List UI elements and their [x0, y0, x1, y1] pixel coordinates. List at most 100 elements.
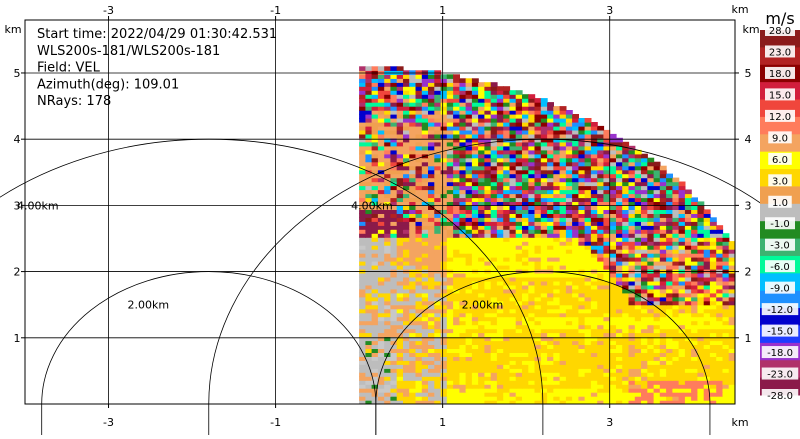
velocity-cell — [678, 308, 686, 314]
velocity-cell — [709, 257, 717, 262]
velocity-cell — [496, 137, 504, 143]
velocity-cell — [603, 316, 611, 322]
velocity-cell — [678, 272, 686, 278]
velocity-cell — [609, 245, 617, 250]
velocity-cell — [590, 276, 598, 282]
velocity-cell — [496, 114, 504, 119]
velocity-cell — [572, 253, 579, 258]
velocity-cell — [691, 288, 698, 294]
velocity-cell — [484, 225, 492, 230]
velocity-cell — [490, 352, 498, 357]
velocity-cell — [496, 261, 504, 266]
velocity-cell — [415, 157, 423, 163]
velocity-cell — [634, 265, 642, 270]
velocity-cell — [440, 237, 448, 242]
velocity-cell — [446, 368, 454, 373]
velocity-cell — [396, 272, 404, 278]
velocity-cell — [547, 316, 554, 322]
velocity-cell — [428, 261, 435, 266]
velocity-cell — [578, 360, 586, 365]
velocity-cell — [572, 193, 579, 199]
velocity-cell — [515, 90, 523, 95]
velocity-cell — [678, 400, 686, 404]
velocity-cell — [728, 328, 735, 334]
velocity-cell — [496, 320, 504, 326]
velocity-cell — [434, 384, 442, 389]
velocity-cell — [622, 340, 630, 345]
velocity-cell — [553, 213, 561, 218]
velocity-cell — [559, 133, 567, 139]
velocity-cell — [691, 197, 698, 202]
velocity-cell — [522, 137, 529, 143]
velocity-cell — [584, 372, 592, 377]
velocity-cell — [453, 213, 460, 218]
velocity-cell — [590, 157, 598, 163]
velocity-cell — [597, 308, 605, 314]
velocity-cell — [603, 288, 611, 294]
velocity-cell — [565, 157, 573, 163]
velocity-cell — [709, 245, 717, 250]
velocity-cell — [459, 249, 467, 254]
velocity-cell — [446, 225, 454, 230]
velocity-cell — [359, 141, 366, 147]
velocity-cell — [540, 141, 548, 147]
velocity-cell — [622, 336, 630, 342]
velocity-cell — [540, 193, 548, 199]
velocity-cell — [553, 296, 561, 302]
velocity-cell — [522, 376, 529, 381]
velocity-cell — [578, 233, 586, 238]
velocity-cell — [396, 288, 404, 294]
velocity-cell — [421, 400, 429, 404]
velocity-cell — [403, 118, 410, 123]
velocity-cell — [396, 86, 404, 91]
velocity-cell — [634, 332, 642, 338]
velocity-cell — [628, 316, 636, 322]
velocity-cell — [590, 233, 598, 238]
velocity-cell — [409, 149, 417, 155]
velocity-cell — [465, 344, 473, 349]
velocity-cell — [578, 372, 586, 377]
velocity-cell — [722, 360, 730, 365]
velocity-cell — [421, 213, 429, 218]
velocity-cell — [597, 181, 605, 187]
velocity-cell — [428, 249, 435, 254]
velocity-cell — [428, 90, 435, 95]
velocity-cell — [440, 221, 448, 226]
velocity-cell — [459, 209, 467, 214]
velocity-cell — [428, 141, 435, 147]
velocity-cell — [735, 400, 742, 405]
velocity-cell — [622, 320, 630, 326]
velocity-cell — [415, 90, 423, 95]
velocity-cell — [415, 82, 423, 87]
velocity-cell — [653, 181, 661, 187]
velocity-cell — [371, 229, 379, 234]
velocity-cell — [446, 253, 454, 258]
velocity-cell — [659, 400, 667, 404]
velocity-cell — [396, 217, 404, 222]
velocity-cell — [709, 292, 717, 298]
velocity-cell — [578, 332, 586, 338]
velocity-cell — [484, 122, 492, 127]
velocity-cell — [522, 165, 529, 171]
velocity-cell — [403, 181, 410, 187]
velocity-cell — [359, 165, 366, 171]
velocity-cell — [634, 209, 642, 214]
velocity-cell — [421, 272, 429, 278]
velocity-cell — [641, 308, 648, 314]
velocity-cell — [666, 209, 673, 214]
velocity-cell — [503, 284, 511, 290]
velocity-cell — [609, 185, 617, 191]
velocity-cell — [540, 392, 548, 397]
velocity-cell — [453, 332, 460, 338]
velocity-cell — [421, 78, 429, 83]
velocity-cell — [490, 261, 498, 266]
velocity-cell — [547, 388, 554, 393]
velocity-cell — [684, 360, 692, 365]
velocity-cell — [365, 332, 373, 338]
velocity-cell — [728, 384, 735, 389]
velocity-cell — [428, 118, 435, 123]
velocity-cell — [528, 106, 536, 111]
velocity-cell — [534, 102, 542, 107]
velocity-cell — [453, 181, 460, 187]
velocity-cell — [490, 316, 498, 322]
